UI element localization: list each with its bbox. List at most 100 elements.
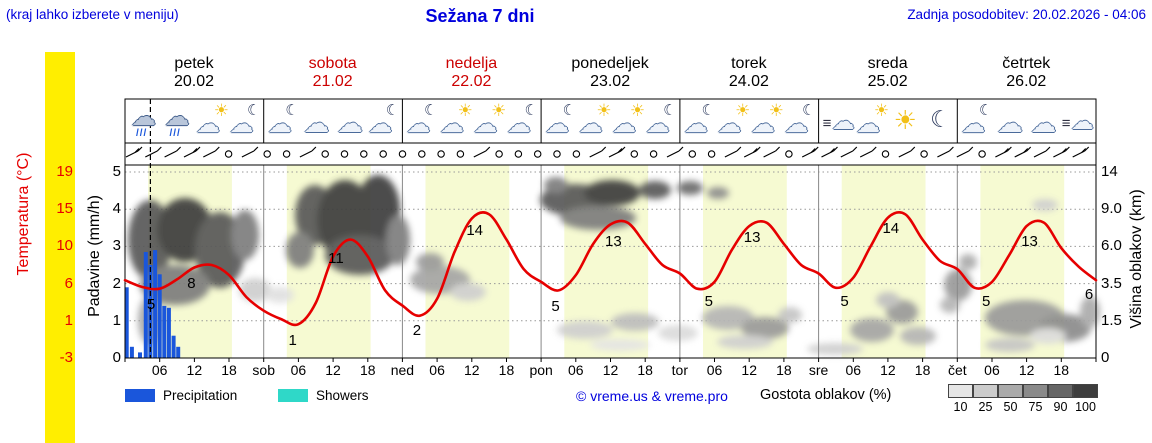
x-hour-label: 12 bbox=[602, 362, 619, 378]
rain-cloud-icon: ☁/// bbox=[131, 103, 156, 139]
day-date: 21.02 bbox=[312, 73, 353, 90]
x-day-label: sre bbox=[808, 362, 829, 378]
temperature-value-label: 5 bbox=[704, 293, 713, 310]
cloud-tick-label: 9.0 bbox=[1101, 200, 1122, 218]
cloud-density-tick-label: 90 bbox=[1053, 400, 1068, 414]
temperature-value-label: 8 bbox=[187, 275, 196, 292]
moon-cloud-icon: ☾ ☁ bbox=[229, 102, 261, 138]
temperature-value-label: 14 bbox=[882, 220, 900, 237]
sun-cloud-icon: ☀ ☁ bbox=[473, 101, 507, 138]
temperature-value-label: 14 bbox=[466, 222, 484, 239]
moon-cloud-icon: ☾ ☁ bbox=[406, 102, 438, 138]
x-hour-label: 18 bbox=[776, 362, 792, 378]
precip-tick-label: 0 bbox=[112, 349, 121, 366]
day-name: ponedeljek bbox=[571, 55, 649, 72]
x-hour-label: 12 bbox=[463, 362, 480, 378]
temperature-value-label: 5 bbox=[146, 296, 156, 313]
x-hour-label: 18 bbox=[914, 362, 931, 378]
x-hour-label: 06 bbox=[568, 362, 584, 378]
sun-cloud-icon: ☀ ☁ bbox=[717, 101, 751, 138]
temperature-value-label: 11 bbox=[328, 250, 344, 267]
temperature-value-label: 5 bbox=[982, 293, 991, 310]
cloud-density-tick-label: 50 bbox=[1003, 400, 1018, 414]
day-header-nedelja: nedelja 22.02 bbox=[402, 55, 540, 91]
x-hour-label: 12 bbox=[741, 362, 757, 378]
temperature-value-label: 5 bbox=[551, 298, 560, 315]
temp-tick-label: 1 bbox=[64, 311, 73, 329]
wind-cloud-icon: ≡ ☁ bbox=[1061, 108, 1094, 134]
precip-tick-label: 5 bbox=[112, 163, 121, 180]
day-date: 25.02 bbox=[867, 73, 908, 90]
showers-legend-label: Showers bbox=[316, 388, 369, 403]
x-hour-label: 06 bbox=[845, 362, 862, 378]
day-date: 22.02 bbox=[451, 73, 492, 90]
menu-hint: (kraj lahko izberete v meniju) bbox=[6, 7, 179, 22]
x-hour-label: 18 bbox=[498, 362, 515, 378]
day-header-sreda: sreda 25.02 bbox=[819, 55, 957, 91]
x-hour-label: 12 bbox=[1018, 362, 1035, 378]
day-date: 20.02 bbox=[173, 73, 215, 90]
day-name: sreda bbox=[867, 55, 908, 72]
x-day-label: ned bbox=[390, 362, 415, 378]
precip-tick-label: 2 bbox=[112, 274, 121, 292]
cloud-density-tick-label: 75 bbox=[1028, 400, 1043, 414]
moon-cloud-icon: ☾ ☁ bbox=[368, 102, 400, 138]
cloud-density-tick-label: 10 bbox=[953, 400, 968, 414]
cloud-icon: ☁ bbox=[1030, 108, 1057, 138]
day-header-torek: torek 24.02 bbox=[680, 55, 818, 91]
day-header-četrtek: četrtek 26.02 bbox=[957, 55, 1095, 91]
temp-tick-label: 15 bbox=[56, 200, 73, 218]
cloud-density-swatch-100 bbox=[1073, 384, 1098, 398]
cloud-density-tick-label: 25 bbox=[978, 400, 993, 414]
day-name: nedelja bbox=[445, 55, 498, 72]
day-name: sobota bbox=[308, 55, 357, 72]
copyright-link[interactable]: © vreme.us & vreme.pro bbox=[576, 388, 728, 404]
moon-icon: ☾ bbox=[930, 106, 951, 132]
precip-tick-label: 1 bbox=[112, 311, 121, 329]
moon-cloud-icon: ☾ ☁ bbox=[645, 102, 677, 138]
cloud-density-tick-label: 100 bbox=[1075, 400, 1096, 414]
precip-tick-label: 4 bbox=[112, 200, 121, 218]
cloud-icon: ☁ bbox=[303, 108, 330, 138]
precip-tick-label: 3 bbox=[112, 237, 121, 255]
temperature-value-label: 13 bbox=[743, 229, 761, 246]
day-header-sobota: sobota 21.02 bbox=[264, 55, 402, 91]
temp-tick-label: 6 bbox=[64, 274, 73, 292]
cloud-icon: ☁ bbox=[996, 108, 1023, 138]
precipitation-swatch bbox=[125, 389, 155, 402]
cloud-tick-label: 6.0 bbox=[1101, 237, 1122, 255]
sun-cloud-icon: ☀ ☁ bbox=[578, 101, 612, 138]
moon-cloud-icon: ☾ ☁ bbox=[784, 102, 816, 138]
x-hour-label: 18 bbox=[637, 362, 653, 378]
x-hour-label: 18 bbox=[221, 362, 237, 378]
x-hour-label: 18 bbox=[359, 362, 376, 378]
cloud-density-swatch-50 bbox=[998, 384, 1023, 398]
x-hour-label: 12 bbox=[880, 362, 896, 378]
sun-cloud-icon: ☀ ☁ bbox=[856, 101, 890, 138]
cloud-tick-label: 14 bbox=[1101, 163, 1118, 180]
temperature-value-label: 13 bbox=[1021, 233, 1038, 250]
temperature-axis-strip bbox=[45, 52, 75, 443]
sun-icon: ☀ bbox=[893, 105, 917, 135]
last-updated-text: Zadnja posodobitev: 20.02.2026 - 04:06 bbox=[907, 7, 1146, 22]
sun-cloud-icon: ☀ ☁ bbox=[612, 101, 646, 138]
temperature-value-label: 2 bbox=[412, 322, 422, 339]
cloud-density-swatch-10 bbox=[948, 384, 973, 398]
x-hour-label: 12 bbox=[186, 362, 203, 378]
x-hour-label: 06 bbox=[984, 362, 1000, 378]
moon-cloud-icon: ☾ ☁ bbox=[267, 102, 299, 138]
day-name: petek bbox=[174, 55, 214, 72]
temp-tick-label: -3 bbox=[59, 349, 73, 366]
x-hour-label: 12 bbox=[325, 362, 341, 378]
rain-cloud-icon: ☁/// bbox=[164, 103, 190, 139]
cloud-tick-label: 1.5 bbox=[1101, 311, 1122, 329]
precipitation-legend-label: Precipitation bbox=[163, 388, 238, 403]
day-name: torek bbox=[731, 55, 767, 72]
sun-cloud-icon: ☀ ☁ bbox=[750, 101, 784, 138]
x-hour-label: 18 bbox=[1053, 362, 1070, 378]
x-day-label: tor bbox=[671, 362, 689, 378]
cloud-density-swatch-90 bbox=[1048, 384, 1073, 398]
cloud-tick-label: 3.5 bbox=[1101, 274, 1122, 292]
page-title: Sežana 7 dni bbox=[425, 6, 535, 26]
